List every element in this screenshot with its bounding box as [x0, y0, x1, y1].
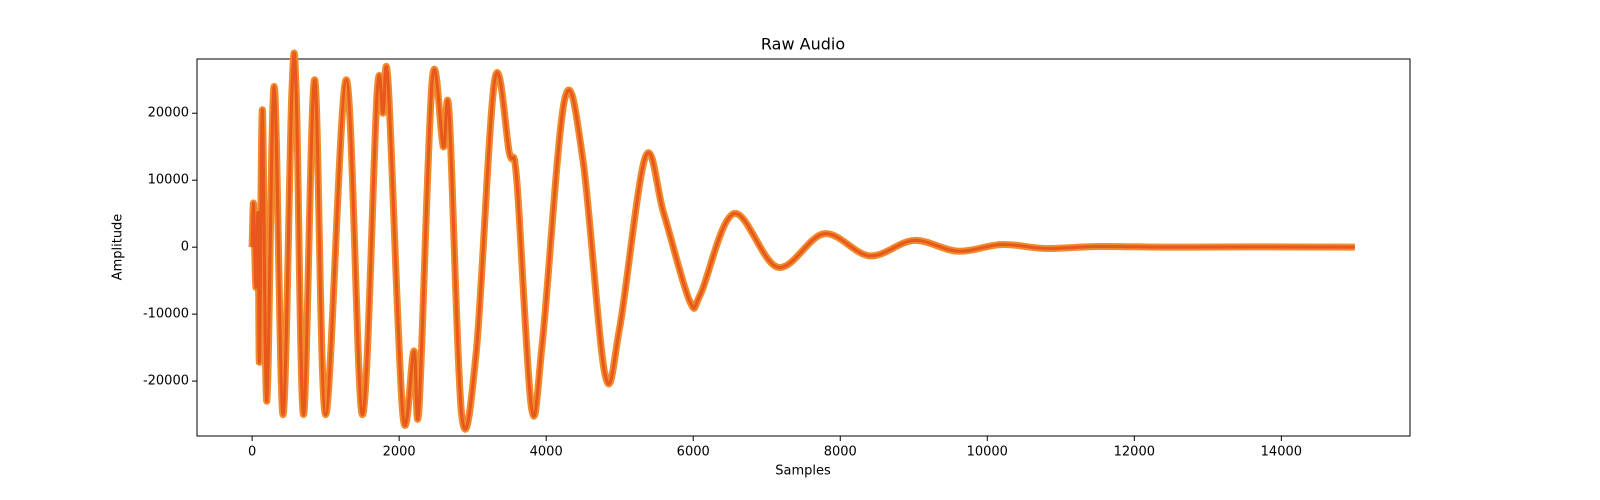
x-tick-label: 2000 [383, 445, 416, 460]
x-tick-label: 10000 [967, 445, 1008, 460]
chart-title: Raw Audio [761, 35, 845, 54]
y-axis-label: Amplitude [111, 214, 126, 281]
y-tick-label: 10000 [148, 173, 189, 188]
y-tick-label: -20000 [143, 374, 189, 389]
y-tick-label: -10000 [143, 307, 189, 322]
x-tick-label: 12000 [1114, 445, 1155, 460]
x-axis-label: Samples [775, 464, 831, 479]
x-tick-label: 8000 [824, 445, 857, 460]
waveform-line [250, 51, 1355, 431]
waveform-outline [248, 49, 1355, 433]
y-tick-label: 0 [181, 240, 189, 255]
y-tick-label: 20000 [148, 106, 189, 121]
x-tick-label: 0 [248, 445, 256, 460]
x-tick-label: 4000 [530, 445, 563, 460]
x-tick-label: 14000 [1261, 445, 1302, 460]
x-tick-label: 6000 [677, 445, 710, 460]
